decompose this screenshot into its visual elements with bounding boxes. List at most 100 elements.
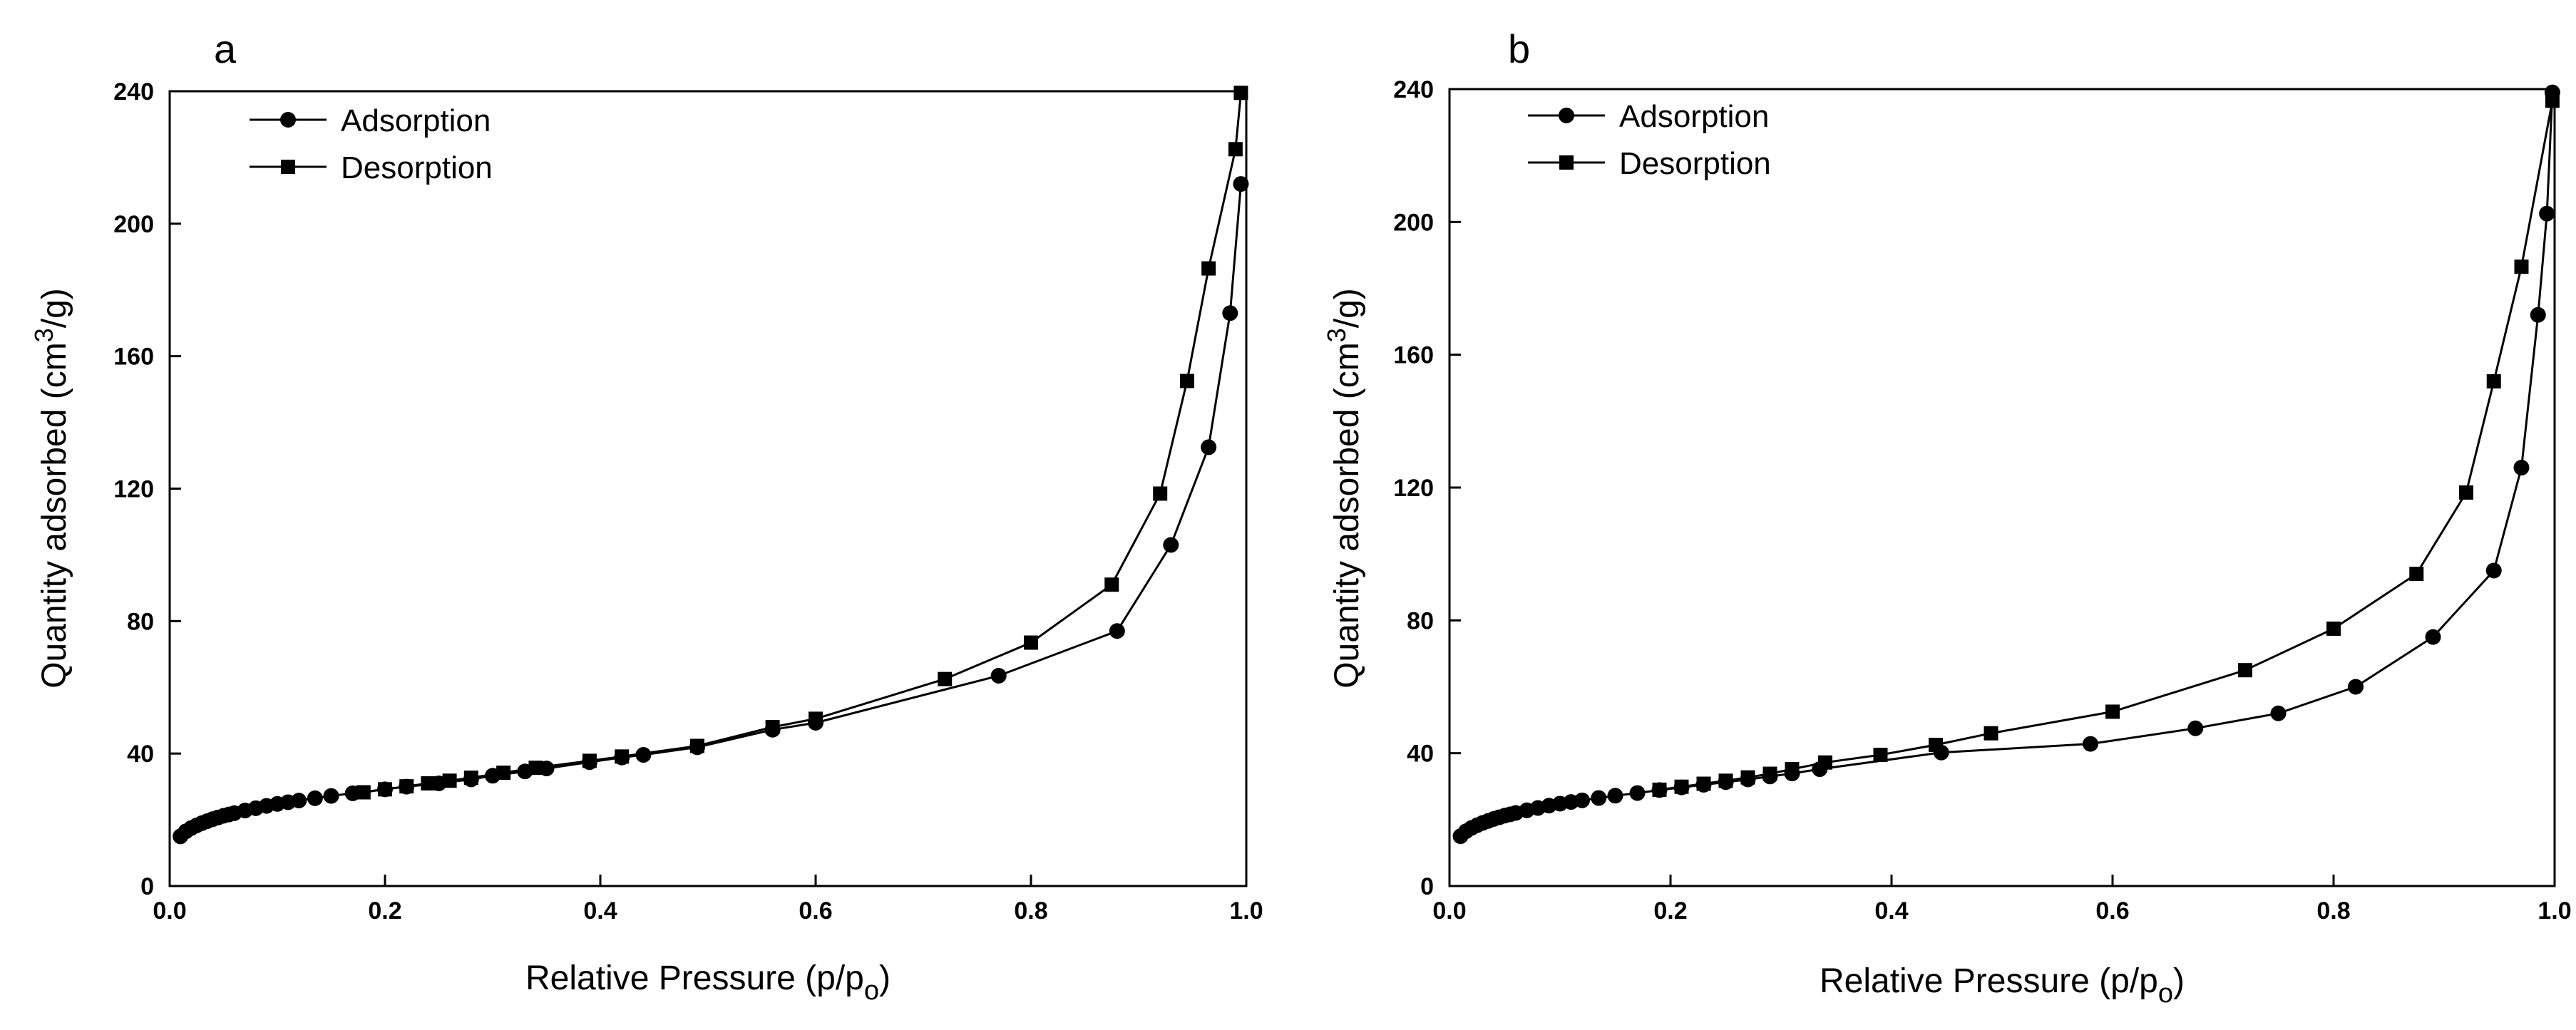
x-tick-label: 0.2 [1653,897,1687,925]
desorption-point [615,749,630,764]
adsorption-point [2348,679,2364,695]
desorption-point [356,785,371,800]
panel-a: a 0.0 0.2 0.4 0.6 0.8 1.0 0 40 80 120 160 200 240 Ad… [29,26,1263,1006]
desorption-point [2326,621,2341,636]
legend: Adsorption Desorption [250,103,493,185]
desorption-point [2459,485,2473,500]
desorption-point [1233,86,1248,101]
x-tick-label: 0.6 [799,897,832,925]
adsorption-point [1591,790,1607,806]
desorption-point [1718,773,1733,788]
desorption-point [1740,770,1755,785]
x-tick-label: 0.4 [583,897,617,925]
adsorption-point [1574,792,1590,808]
y-tick-label: 80 [127,608,154,635]
desorption-line [363,93,1242,793]
y-tick-label: 40 [127,741,154,768]
plot-frame [168,90,1248,887]
legend-desorption-label: Desorption [1619,146,1771,181]
desorption-point [1929,738,1943,753]
y-axis-label: Quantity adsorbed (cm3/g) [29,288,73,689]
desorption-point [938,671,953,686]
panel-b: b 0.0 0.2 0.4 0.6 0.8 1.0 0 40 80 120 160 200 240 Ad… [1322,26,2572,1009]
desorption-point [399,779,414,794]
x-tick-label: 0.0 [153,897,186,925]
legend-adsorption-marker [280,112,296,128]
desorption-point [2486,374,2501,388]
y-tick-label: 160 [113,344,154,371]
x-tick-label: 0.6 [2095,897,2129,925]
y-tick-label: 200 [1393,209,1434,236]
desorption-point [463,771,478,786]
adsorption-point [323,788,339,804]
adsorption-point [1233,176,1249,192]
adsorption-point [307,790,323,806]
adsorption-point [2513,460,2530,476]
desorption-point [421,776,436,790]
y-tick-label: 0 [140,873,154,900]
y-tick-label: 160 [1393,342,1434,369]
desorption-point [1228,142,1243,157]
adsorption-line [1459,92,2554,838]
desorption-point [689,738,704,753]
adsorption-point [291,793,307,809]
desorption-point [1179,374,1194,388]
legend-desorption-label: Desorption [341,150,493,185]
desorption-point [809,711,823,726]
adsorption-point [1109,623,1125,639]
y-tick-label: 120 [113,476,154,503]
x-tick-label: 0.0 [1432,897,1466,925]
x-tick-label: 0.8 [1014,897,1047,925]
y-tick-label: 240 [113,78,154,105]
adsorption-point [1201,439,1217,455]
desorption-point [1674,779,1689,794]
adsorption-point [1607,788,1623,804]
plot-frame [1448,88,2556,887]
desorption-point [2105,704,2120,719]
legend-adsorption-label: Adsorption [1619,99,1769,134]
y-tick-label: 120 [1393,475,1434,502]
adsorption-point [2425,629,2441,645]
y-axis-label: Quantity adsorbed (cm3/g) [1322,288,1366,689]
x-axis-label: Relative Pressure (p/po) [1820,962,2185,1009]
adsorption-point [2485,562,2502,579]
desorption-point [1762,766,1777,781]
desorption-point [1201,261,1216,276]
desorption-point [1818,755,1832,770]
desorption-point [442,773,457,788]
desorption-point [582,753,597,768]
adsorption-point [990,667,1007,684]
desorption-point [765,720,780,734]
legend-adsorption-label: Adsorption [341,103,491,138]
desorption-point [1873,747,1888,762]
desorption-point [2238,663,2252,678]
desorption-point [1652,782,1667,797]
desorption-point [378,782,392,797]
y-tick-label: 240 [1393,76,1434,103]
adsorption-point [1629,785,1646,801]
desorption-point [496,766,511,781]
desorption-point [2514,259,2529,274]
y-tick-label: 200 [113,211,154,238]
legend: Adsorption Desorption [1528,99,1771,181]
desorption-point [2545,93,2560,108]
adsorption-point [2187,720,2204,736]
adsorption-point [1222,305,1238,321]
desorption-point [528,761,543,776]
desorption-point [1696,776,1711,791]
adsorption-point [2270,705,2287,721]
x-axis-label: Relative Pressure (p/po) [525,959,891,1006]
x-tick-label: 1.0 [1229,897,1263,925]
desorption-point [2409,567,2424,582]
adsorption-point [2530,307,2546,323]
panel-label: b [1508,26,1530,71]
adsorption-point [2539,205,2555,222]
legend-adsorption-marker [1559,108,1574,123]
x-tick-label: 1.0 [2537,897,2571,925]
legend-desorption-marker [281,160,295,174]
panel-label: a [214,26,237,71]
desorption-line [1659,101,2554,791]
y-tick-label: 80 [1407,607,1434,634]
